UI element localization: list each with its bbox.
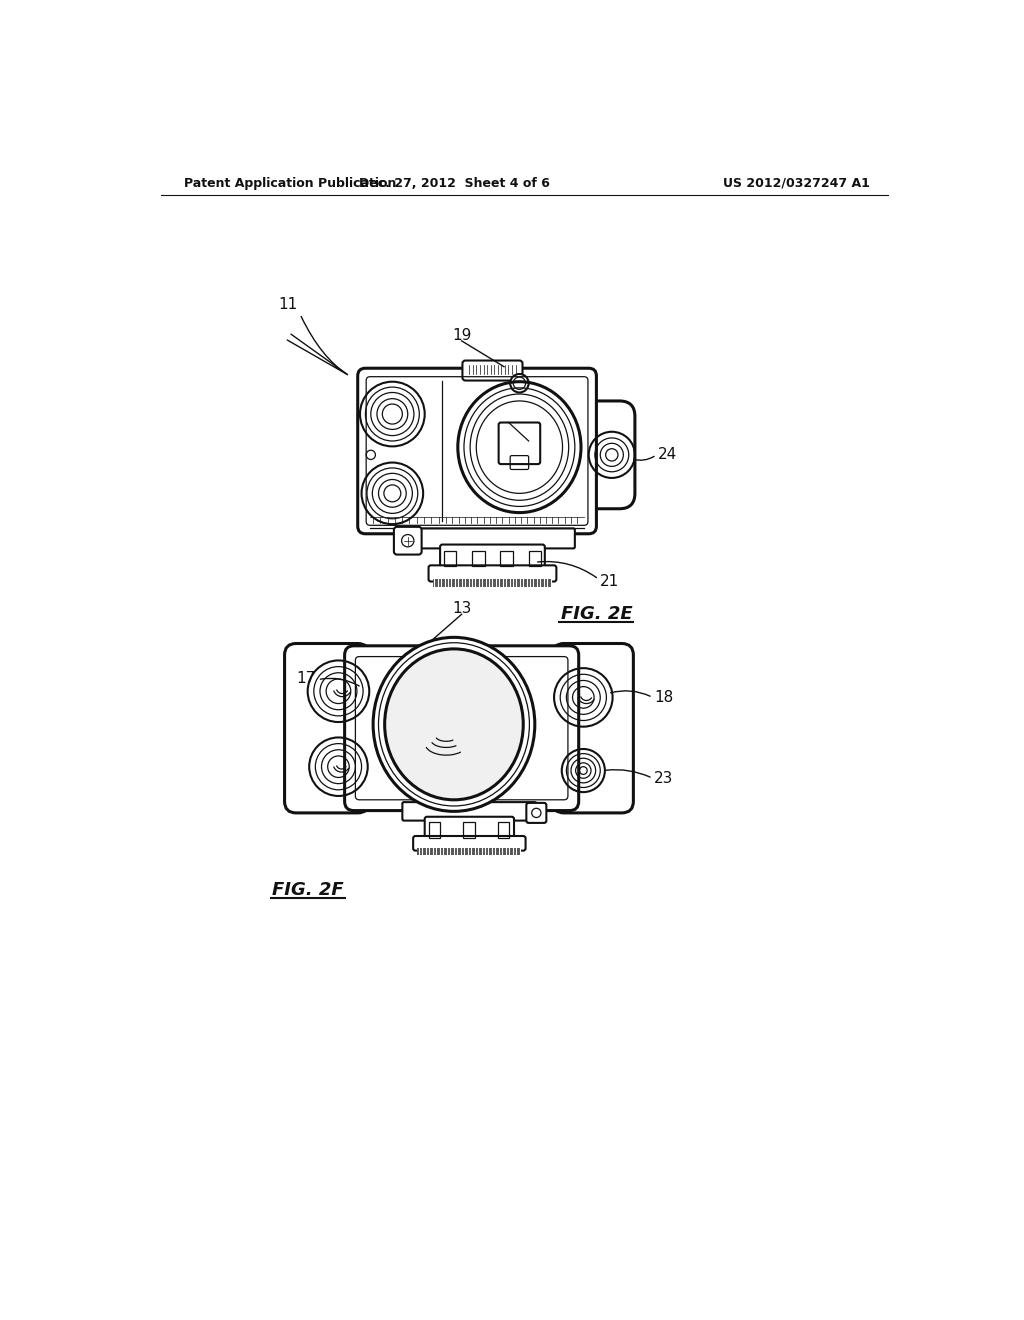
Bar — [444, 550, 457, 566]
Text: US 2012/0327247 A1: US 2012/0327247 A1 — [724, 177, 870, 190]
FancyBboxPatch shape — [499, 422, 541, 465]
Text: FIG. 2F: FIG. 2F — [271, 880, 343, 899]
Text: 21: 21 — [600, 574, 620, 589]
Text: 24: 24 — [658, 447, 677, 462]
Text: Patent Application Publication: Patent Application Publication — [184, 177, 397, 190]
Circle shape — [510, 374, 528, 392]
FancyBboxPatch shape — [569, 401, 635, 508]
Text: 11: 11 — [279, 297, 298, 313]
FancyBboxPatch shape — [357, 368, 596, 533]
Text: 17: 17 — [296, 671, 315, 685]
FancyBboxPatch shape — [429, 565, 556, 582]
FancyBboxPatch shape — [463, 360, 522, 380]
Bar — [498, 822, 509, 838]
Text: Dec. 27, 2012  Sheet 4 of 6: Dec. 27, 2012 Sheet 4 of 6 — [358, 177, 550, 190]
Text: FIG. 2E: FIG. 2E — [560, 605, 632, 623]
Bar — [501, 550, 513, 566]
Bar — [433, 579, 552, 587]
FancyBboxPatch shape — [402, 803, 537, 821]
FancyBboxPatch shape — [425, 817, 514, 843]
Bar — [472, 550, 484, 566]
FancyBboxPatch shape — [553, 644, 634, 813]
FancyBboxPatch shape — [410, 528, 574, 548]
Ellipse shape — [385, 649, 523, 800]
Text: 23: 23 — [654, 771, 674, 785]
Bar — [463, 822, 475, 838]
FancyBboxPatch shape — [345, 645, 579, 810]
Bar — [528, 550, 541, 566]
Text: 18: 18 — [654, 690, 674, 705]
Bar — [418, 849, 521, 855]
FancyBboxPatch shape — [285, 644, 370, 813]
Ellipse shape — [373, 638, 535, 812]
Text: 19: 19 — [452, 327, 471, 343]
FancyBboxPatch shape — [413, 836, 525, 850]
FancyBboxPatch shape — [394, 527, 422, 554]
Text: 13: 13 — [452, 602, 471, 616]
FancyBboxPatch shape — [526, 803, 547, 822]
Bar — [429, 822, 440, 838]
FancyBboxPatch shape — [440, 545, 545, 573]
